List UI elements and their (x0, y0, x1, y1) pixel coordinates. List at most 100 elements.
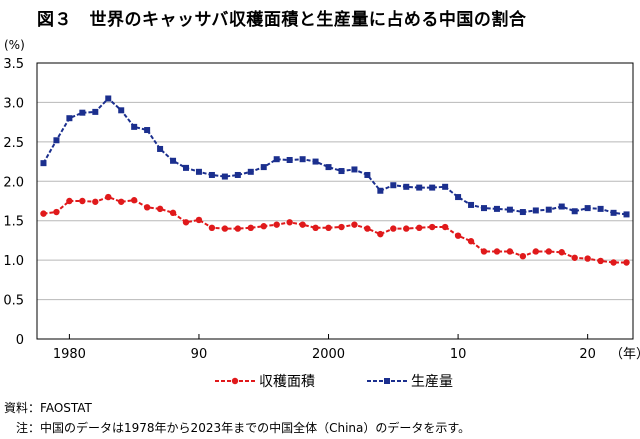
x-tick-label: 90 (191, 347, 208, 362)
data-point (454, 232, 462, 239)
data-point (312, 158, 319, 165)
y-tick-label: 2.5 (3, 136, 24, 151)
legend-swatch-marker (231, 377, 239, 385)
chart-title: 図３ 世界のキャッサバ収穫面積と生産量に占める中国の割合 (37, 10, 527, 30)
source-label: 資料： (4, 401, 41, 415)
data-point (183, 164, 189, 171)
note-row: 注： 中国のデータは1978年から2023年までの中国全体（China）のデータ… (4, 418, 470, 438)
data-point (325, 164, 332, 171)
data-point (299, 156, 306, 163)
data-point (208, 171, 215, 178)
data-point (247, 168, 254, 175)
y-tick-label: 3.5 (3, 57, 24, 72)
series-line (43, 196, 627, 264)
data-point (286, 219, 293, 226)
data-point (610, 209, 617, 216)
data-point (247, 224, 254, 232)
data-point (105, 95, 112, 102)
data-point (364, 225, 371, 232)
data-point (118, 198, 125, 205)
data-point (195, 216, 203, 224)
data-point (390, 225, 397, 232)
data-point (131, 123, 138, 130)
data-point (118, 107, 125, 114)
legend-label: 収穫面積 (259, 374, 315, 390)
y-axis-unit-label: (%) (4, 38, 25, 52)
data-point (390, 182, 397, 189)
data-point (260, 164, 267, 171)
data-point (157, 145, 164, 152)
data-point (416, 184, 423, 191)
data-point (597, 257, 604, 265)
source-text: FAOSTAT (40, 401, 92, 415)
data-point (144, 127, 151, 134)
data-point (195, 168, 202, 175)
data-point (169, 209, 177, 217)
data-point (455, 194, 462, 201)
series-line (42, 97, 627, 216)
data-point (442, 183, 449, 190)
data-point (92, 198, 99, 205)
data-point (481, 205, 487, 212)
x-tick-label: 2000 (312, 347, 345, 362)
data-point (273, 156, 280, 163)
data-point (351, 166, 358, 173)
data-point (545, 206, 552, 213)
data-point (441, 223, 449, 231)
data-point (558, 203, 565, 210)
data-point (130, 197, 138, 204)
data-point (312, 224, 319, 232)
data-point (519, 209, 526, 216)
data-point (170, 157, 177, 164)
data-point (571, 208, 578, 215)
data-point (156, 205, 164, 213)
plot-frame (36, 62, 634, 340)
data-point (558, 249, 565, 256)
data-point (403, 225, 410, 232)
y-tick-label: 0.5 (3, 294, 24, 309)
data-point (468, 201, 475, 208)
x-axis-unit-label: （年） (610, 347, 640, 362)
data-point (493, 248, 501, 255)
data-point (273, 221, 280, 228)
data-point (221, 173, 228, 180)
data-point (221, 225, 229, 232)
y-tick-label: 3.0 (3, 96, 24, 111)
data-point (623, 259, 630, 266)
data-point (480, 248, 488, 255)
data-point (234, 171, 241, 178)
data-point (260, 223, 267, 230)
y-tick-label: 1.5 (3, 215, 24, 230)
data-point (545, 248, 552, 255)
y-tick-label: 0 (16, 333, 24, 348)
data-point (182, 219, 190, 226)
data-point (234, 225, 242, 232)
data-point (428, 223, 436, 231)
x-tick-label: 10 (450, 347, 467, 362)
note-label: 注： (16, 421, 41, 435)
source-row: 資料： FAOSTAT (4, 398, 470, 418)
data-point (377, 230, 384, 238)
data-point (92, 108, 99, 115)
legend-swatch-marker (384, 378, 390, 384)
data-point (325, 224, 332, 232)
data-point (532, 248, 540, 255)
data-point (105, 193, 112, 201)
y-tick-label: 1.0 (3, 254, 24, 269)
data-point (377, 187, 384, 194)
data-point (610, 259, 617, 266)
data-point (597, 205, 604, 212)
data-point (66, 197, 73, 205)
data-point (338, 223, 345, 231)
data-point (40, 160, 47, 167)
data-point (40, 210, 47, 217)
data-point (364, 171, 371, 178)
data-point (286, 156, 293, 163)
data-point (506, 206, 513, 213)
data-point (66, 115, 73, 122)
data-point (79, 197, 86, 205)
data-point (403, 183, 410, 190)
data-point (493, 205, 500, 212)
data-point (416, 224, 423, 232)
